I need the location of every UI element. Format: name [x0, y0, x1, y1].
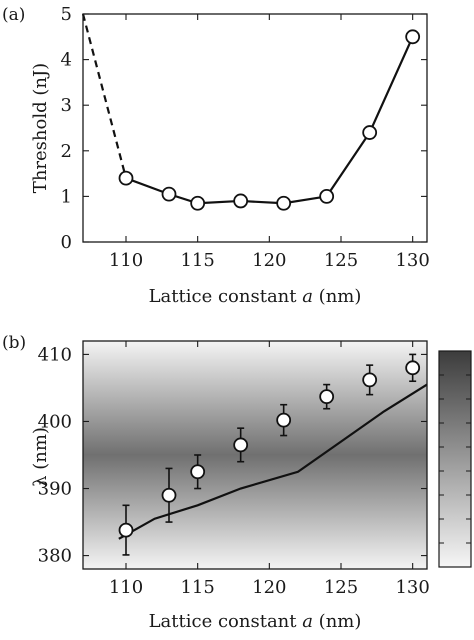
panel-b-xtick-label: 120	[252, 577, 286, 598]
panel-b-xlabel: Lattice constant a (nm)	[149, 611, 362, 632]
panel-b-xtick-label: 115	[180, 577, 214, 598]
panel-a-ytick-label: 5	[61, 4, 72, 25]
panel-a-data-point	[405, 29, 421, 45]
colorbar	[438, 350, 472, 568]
colorbar-ticks	[439, 374, 471, 544]
panel-a-xtick-label: 120	[252, 250, 286, 271]
panel-a-xtick-label: 110	[109, 250, 143, 271]
panel-b: (b) 110 115 120 125 130 380 390 400 410 λ (nm) L…	[2, 333, 430, 632]
panel-a-ticks: 110 115 120 125 130 0 1 2 3 4 5	[61, 4, 430, 271]
panel-a-ytick-label: 0	[61, 232, 72, 253]
panel-b-data-point	[161, 487, 177, 503]
panel-b-xtick-label: 130	[395, 577, 429, 598]
panel-a-data-point	[233, 193, 249, 209]
panel-b-data-point	[190, 464, 206, 480]
panel-b-frame	[82, 340, 428, 570]
panel-b-data-point	[276, 412, 292, 428]
panel-a-xtick-label: 130	[395, 250, 429, 271]
panel-a-dashed-line	[81, 13, 128, 179]
panel-b-ytick-label: 390	[38, 479, 72, 500]
panel-b-ytick-label: 400	[38, 411, 72, 432]
panel-b-marks	[118, 353, 428, 556]
panel-a-label: (a)	[2, 5, 25, 25]
panel-b-ticks: 110 115 120 125 130 380 390 400 410	[38, 341, 430, 598]
panel-b-data-point	[319, 389, 335, 405]
panel-a-ylabel: Threshold (nJ)	[30, 63, 51, 193]
panel-b-data-point	[118, 522, 134, 538]
panel-b-data-point	[405, 360, 421, 376]
panel-a-data-point	[276, 195, 292, 211]
panel-a-frame	[82, 13, 428, 243]
panel-a-ytick-label: 3	[61, 95, 72, 116]
panel-a: (a) 110 115 120 125 130 0 1 2 3 4 5 Threshold (nJ)…	[2, 4, 430, 307]
panel-b-ytick-label: 410	[38, 344, 72, 365]
panel-b-data-point	[233, 437, 249, 453]
colorbar-gradient	[438, 350, 472, 568]
panel-b-xtick-label: 110	[109, 577, 143, 598]
panel-a-xtick-label: 125	[324, 250, 358, 271]
panel-a-data-point	[362, 125, 378, 140]
panel-a-ytick-label: 4	[61, 50, 72, 71]
panel-a-data-point	[161, 186, 177, 202]
panel-b-xtick-label: 125	[324, 577, 358, 598]
panel-a-data-point	[319, 188, 335, 204]
panel-b-ytick-label: 380	[38, 546, 72, 567]
panel-a-data-point	[190, 195, 206, 211]
panel-b-data-point	[362, 372, 378, 388]
panel-a-ytick-label: 2	[61, 141, 72, 162]
panel-a-xtick-label: 115	[180, 250, 214, 271]
panel-a-data-point	[118, 170, 134, 186]
panel-b-label: (b)	[2, 333, 26, 353]
panel-a-ytick-label: 1	[61, 186, 72, 207]
panel-a-xlabel: Lattice constant a (nm)	[149, 286, 362, 307]
panel-b-ylabel: λ (nm)	[30, 427, 51, 487]
panel-a-marks	[81, 13, 421, 211]
panel-b-background	[83, 341, 427, 569]
panel-b-model-line	[118, 383, 428, 540]
panel-a-series-line	[125, 36, 414, 205]
